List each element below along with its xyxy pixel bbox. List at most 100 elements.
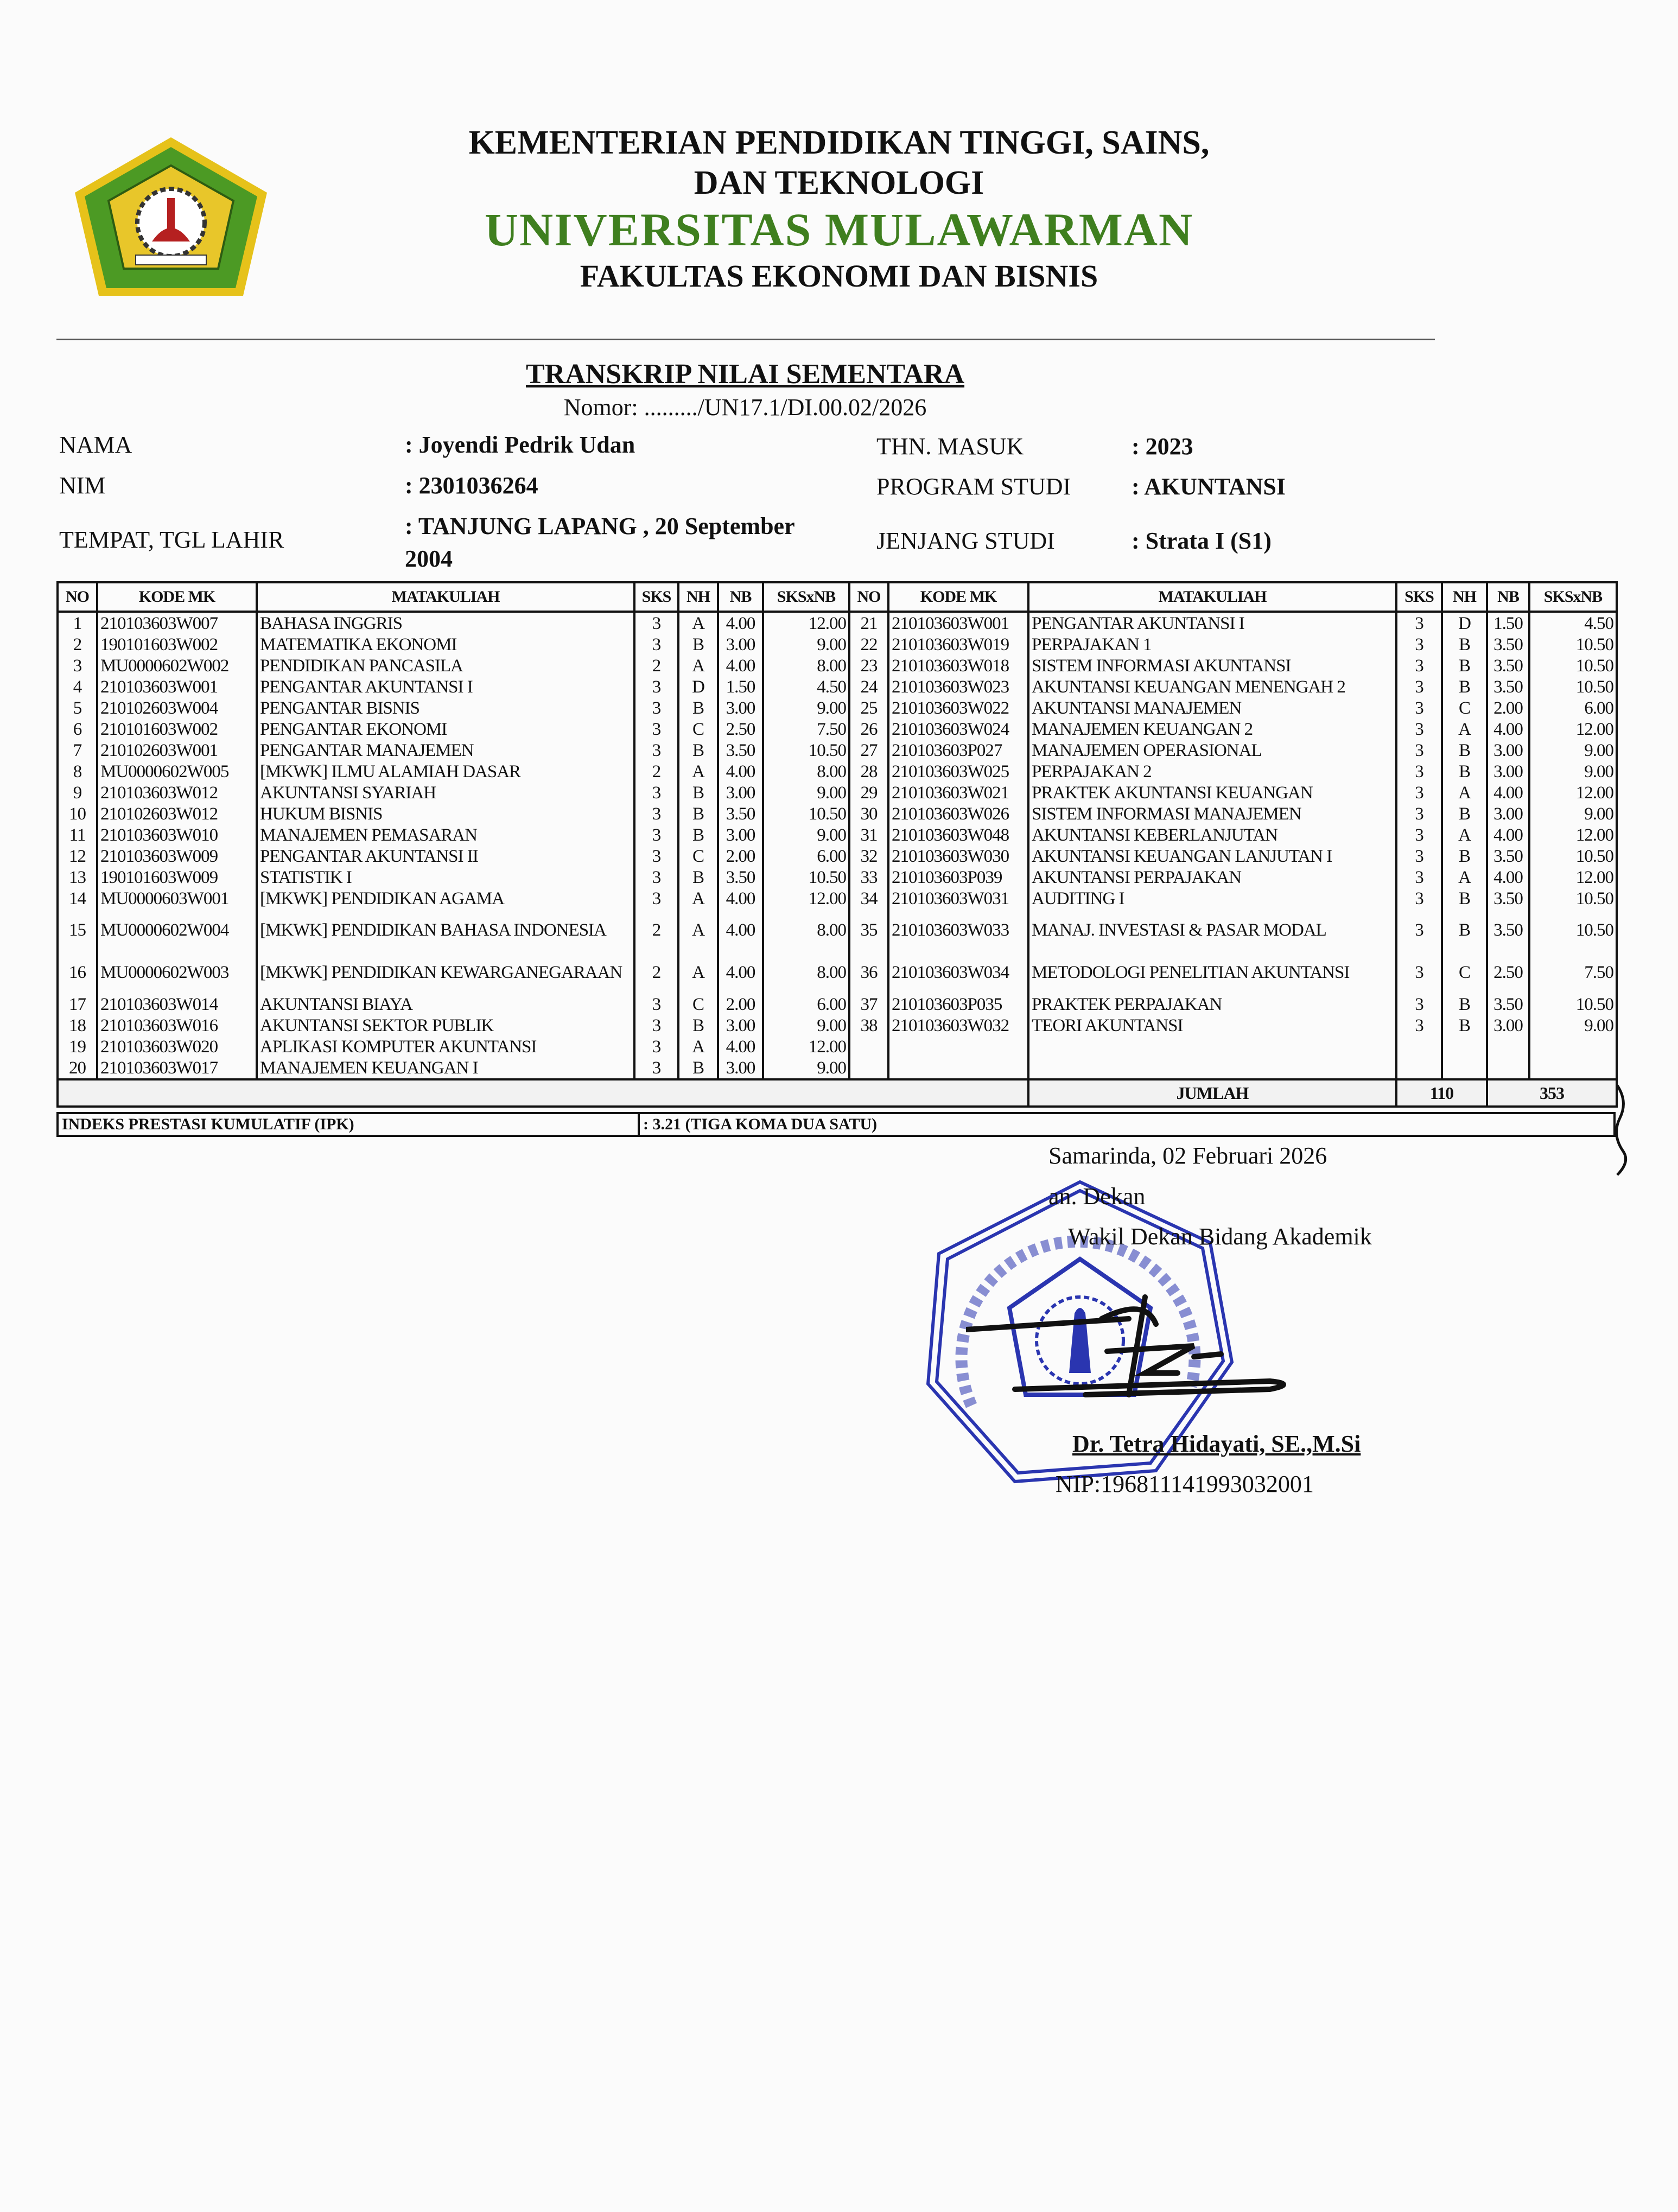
grade-point: 3.00 [717,824,764,846]
row-number: 13 [56,867,98,888]
weighted-score: 8.00 [762,909,850,951]
column-header-nh: NH [677,581,719,613]
table-row: 13 190101603W009 STATISTIK I 3 B 3.50 10.50 33 2… [56,867,1618,888]
ipk-label: INDEKS PRESTASI KUMULATIF (IPK) [62,1115,354,1133]
university-name: UNIVERSITAS MULAWARMAN [484,204,1194,256]
table-row: 19 210103603W020 APLIKASI KOMPUTER AKUNTAN… [56,1036,1618,1057]
course-name: HUKUM BISNIS [256,803,635,824]
course-code: 210103603W001 [96,676,258,697]
table-row: 17 210103603W014 AKUNTANSI BIAYA 3 C 2.00 6.00… [56,994,1618,1015]
weighted-score: 10.50 [1528,909,1618,951]
credits: 3 [633,697,679,719]
letter-grade: B [677,697,719,719]
letter-grade [1441,1057,1488,1080]
grade-point: 3.50 [717,740,764,761]
course-name: [MKWK] PENDIDIKAN BAHASA INDONESIA [256,909,635,951]
letter-grade: B [1441,803,1488,824]
course-code: 210103603W024 [887,719,1029,740]
row-number [848,1036,889,1057]
credits: 3 [633,1036,679,1057]
course-code: MU0000603W001 [96,888,258,909]
table-row: 16 MU0000602W003 [MKWK] PENDIDIKAN KEWARGA… [56,951,1618,994]
course-code: 210102603W004 [96,697,258,719]
weighted-score [1528,1057,1618,1080]
course-name: [MKWK] PENDIDIKAN KEWARGANEGARAAN [256,951,635,994]
course-code: 210103603W021 [887,782,1029,803]
letter-grade: B [677,803,719,824]
table-row: 14 MU0000603W001 [MKWK] PENDIDIKAN AGAMA 3 A… [56,888,1618,909]
row-number: 23 [848,655,889,676]
course-name: PENGANTAR AKUNTANSI I [1027,612,1397,634]
total-sks: 110 [1395,1078,1488,1108]
weighted-score: 4.50 [762,676,850,697]
row-number: 36 [848,951,889,994]
table-header-row: NO KODE MK MATAKULIAH SKS NH NB SKSxNB NO KODE M… [56,581,1618,613]
credits: 3 [1395,740,1443,761]
year-label: THN. MASUK [876,433,1024,460]
weighted-score: 8.00 [762,655,850,676]
on-behalf: an. Dekan [1048,1183,1146,1210]
row-number: 16 [56,951,98,994]
total-row: JUMLAH 110 353 [56,1078,1618,1108]
credits: 3 [1395,951,1443,994]
grade-point: 3.50 [1486,655,1530,676]
row-number: 25 [848,697,889,719]
document-title: TRANSKRIP NILAI SEMENTARA [525,359,965,390]
grade-point: 4.00 [717,909,764,951]
course-name: AKUNTANSI BIAYA [256,994,635,1015]
grade-point: 3.50 [1486,634,1530,655]
course-name: METODOLOGI PENELITIAN AKUNTANSI [1027,951,1397,994]
letter-grade: B [677,1057,719,1080]
grade-point: 3.00 [1486,740,1530,761]
table-row: 12 210103603W009 PENGANTAR AKUNTANSI II 3 C 2… [56,846,1618,867]
grade-point: 3.00 [1486,1015,1530,1036]
weighted-score [1528,1036,1618,1057]
column-header-nh: NH [1441,581,1488,613]
total-blank-cell [56,1078,1029,1108]
letter-grade: D [677,676,719,697]
university-logo [75,137,267,296]
header-divider [56,339,1435,340]
course-name: AKUNTANSI MANAJEMEN [1027,697,1397,719]
grade-point: 3.00 [717,1015,764,1036]
weighted-score: 8.00 [762,951,850,994]
row-number: 31 [848,824,889,846]
course-name [1027,1057,1397,1080]
row-number: 11 [56,824,98,846]
course-name: PENGANTAR EKONOMI [256,719,635,740]
weighted-score: 12.00 [1528,867,1618,888]
table-row: 10 210102603W012 HUKUM BISNIS 3 B 3.50 10.50 30… [56,803,1618,824]
credits: 3 [1395,697,1443,719]
course-code: 210103603W016 [96,1015,258,1036]
credits: 3 [633,719,679,740]
letter-grade: B [677,867,719,888]
weighted-score: 10.50 [1528,634,1618,655]
course-code: 210103603W022 [887,697,1029,719]
table-row: 5 210102603W004 PENGANTAR BISNIS 3 B 3.00 9.00… [56,697,1618,719]
course-code: MU0000602W005 [96,761,258,782]
credits: 3 [633,888,679,909]
credits: 3 [1395,676,1443,697]
grade-point: 2.50 [1486,951,1530,994]
place-date: Samarinda, 02 Februari 2026 [1048,1142,1327,1169]
table-row: 8 MU0000602W005 [MKWK] ILMU ALAMIAH DASAR 2… [56,761,1618,782]
table-row: 3 MU0000602W002 PENDIDIKAN PANCASILA 2 A 4.00… [56,655,1618,676]
column-header-kodemk: KODE MK [887,581,1029,613]
table-row: 4 210103603W001 PENGANTAR AKUNTANSI I 3 D 1.5… [56,676,1618,697]
course-name: AKUNTANSI KEUANGAN LANJUTAN I [1027,846,1397,867]
row-number: 32 [848,846,889,867]
credits [1395,1057,1443,1080]
weighted-score: 12.00 [1528,782,1618,803]
letter-grade: B [1441,740,1488,761]
course-name: MATEMATIKA EKONOMI [256,634,635,655]
row-number: 6 [56,719,98,740]
handwritten-signature [966,1294,1286,1397]
credits: 3 [633,676,679,697]
letter-grade: A [677,888,719,909]
letter-grade: B [677,1015,719,1036]
credits [1395,1036,1443,1057]
grade-point: 3.50 [1486,676,1530,697]
weighted-score: 9.00 [762,634,850,655]
course-name: PRAKTEK PERPAJAKAN [1027,994,1397,1015]
row-number: 33 [848,867,889,888]
